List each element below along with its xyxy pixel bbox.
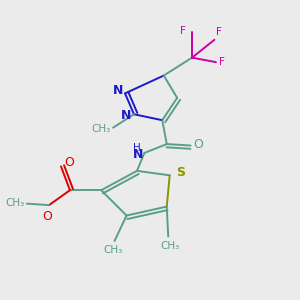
Text: N: N bbox=[121, 109, 131, 122]
Text: CH₃: CH₃ bbox=[5, 198, 24, 208]
Text: F: F bbox=[180, 26, 186, 36]
Text: H: H bbox=[133, 142, 141, 153]
Text: O: O bbox=[194, 137, 203, 151]
Text: N: N bbox=[133, 148, 143, 161]
Text: O: O bbox=[43, 210, 52, 223]
Text: CH₃: CH₃ bbox=[160, 241, 179, 251]
Text: F: F bbox=[219, 57, 225, 67]
Text: F: F bbox=[216, 27, 222, 37]
Text: CH₃: CH₃ bbox=[103, 245, 123, 255]
Text: S: S bbox=[176, 166, 185, 179]
Text: CH₃: CH₃ bbox=[91, 124, 110, 134]
Text: N: N bbox=[112, 84, 123, 97]
Text: O: O bbox=[64, 156, 74, 169]
